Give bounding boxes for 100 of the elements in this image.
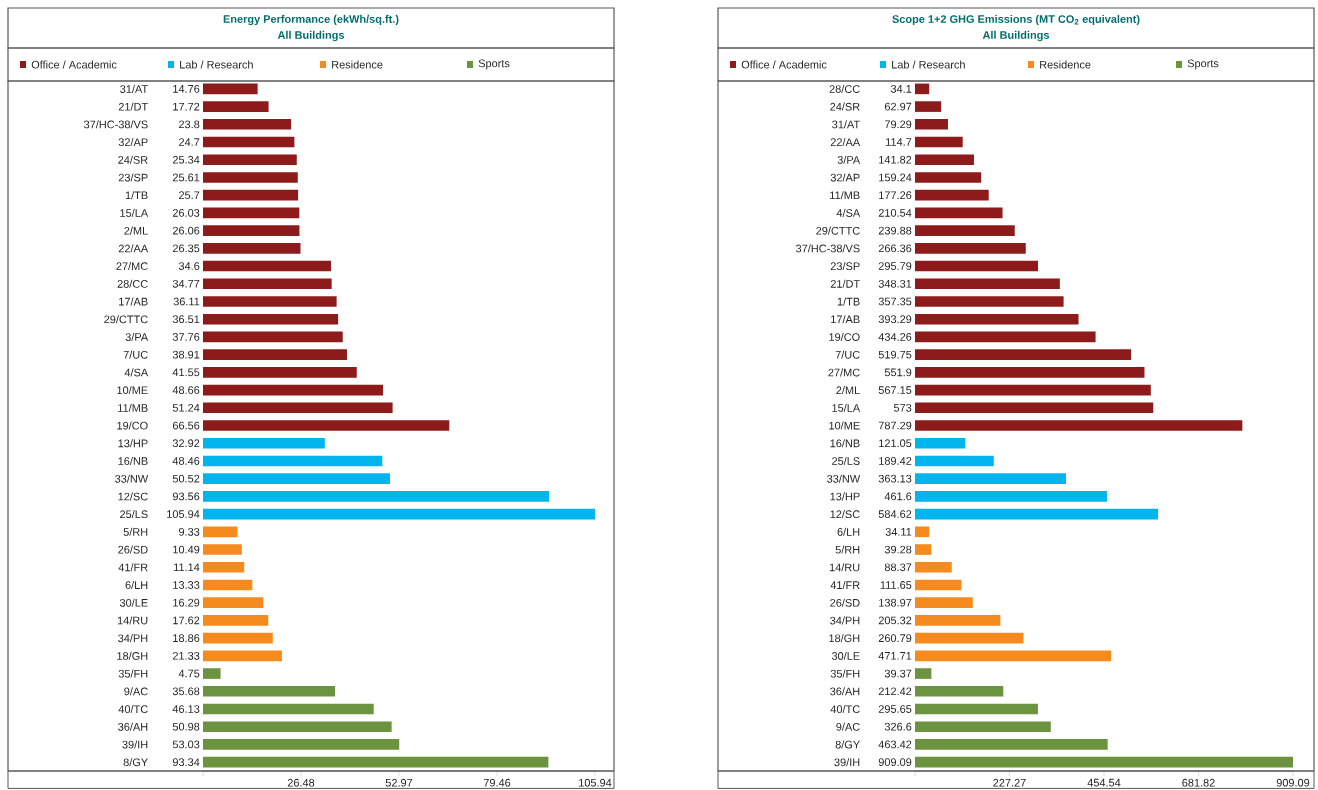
bar	[915, 721, 1051, 732]
data-label: 551.9	[884, 368, 912, 377]
y-tick-label: 2/ML	[836, 385, 860, 394]
y-tick-label: 33/NW	[827, 474, 861, 483]
legend-label: Sports	[1187, 59, 1219, 70]
y-tick-label: 26/SD	[830, 598, 860, 607]
y-tick-label: 27/MC	[828, 368, 860, 377]
y-tick-label: 5/RH	[123, 527, 148, 536]
y-tick-label: 16/NB	[118, 456, 148, 465]
y-tick-label: 3/PA	[837, 155, 861, 164]
bar	[915, 738, 1108, 750]
bar	[915, 260, 1038, 272]
bar	[203, 597, 264, 608]
bar	[203, 561, 245, 573]
x-tick-label: 26.48	[287, 778, 315, 787]
data-label: 25.34	[172, 155, 200, 164]
y-tick-label: 27/MC	[116, 261, 148, 270]
chart-subtitle: All Buildings	[277, 30, 345, 42]
data-label: 34.1	[890, 84, 912, 93]
data-label: 326.6	[884, 722, 912, 731]
bar	[203, 225, 300, 236]
y-tick-label: 35/FH	[118, 669, 148, 678]
bar	[915, 136, 963, 148]
bar	[915, 756, 1294, 768]
data-label: 26.06	[172, 226, 200, 235]
y-tick-label: 18/GH	[117, 651, 148, 660]
y-tick-label: 13/HP	[118, 439, 148, 448]
y-tick-label: 3/PA	[125, 332, 149, 341]
bar	[915, 597, 973, 608]
data-label: 348.31	[878, 279, 912, 288]
x-tick-label: 909.09	[1276, 778, 1310, 787]
data-label: 32.92	[172, 439, 200, 447]
chart-title: Scope 1+2 GHG Emissions (MT CO$_{2}$ equivalent)	[892, 14, 1140, 25]
bar	[203, 455, 383, 467]
data-label: 17.62	[173, 616, 200, 625]
bar	[915, 313, 1079, 325]
y-tick-label: 7/UC	[835, 350, 860, 359]
bar	[915, 544, 932, 555]
y-tick-label: 9/AC	[836, 722, 860, 731]
data-label: 88.37	[884, 563, 912, 572]
data-label: 13.33	[173, 580, 200, 589]
y-tick-label: 21/DT	[830, 279, 860, 288]
y-tick-label: 36/AH	[830, 687, 860, 696]
bar	[915, 331, 1096, 343]
data-label: 93.34	[172, 758, 200, 766]
bar	[915, 420, 1243, 431]
y-tick-label: 1/TB	[125, 191, 148, 200]
bar	[203, 118, 292, 130]
data-label: 50.52	[172, 474, 200, 483]
bar	[915, 154, 974, 165]
y-tick-label: 19/CO	[829, 332, 860, 341]
bar	[915, 632, 1024, 644]
bar	[915, 242, 1026, 254]
chart-title: Energy Performance (ekWh/sq.ft.)	[223, 14, 399, 26]
data-label: 66.56	[172, 421, 200, 430]
y-tick-label: 40/TC	[118, 704, 148, 713]
y-tick-label: 29/CTTC	[816, 226, 860, 235]
data-label: 111.65	[880, 580, 912, 589]
x-tick-label: 454.54	[1087, 778, 1121, 787]
y-tick-label: 10/ME	[117, 385, 148, 394]
bar	[203, 331, 343, 343]
bar	[915, 296, 1064, 307]
y-tick-label: 17/AB	[831, 315, 860, 324]
bar	[203, 437, 325, 449]
bar	[203, 526, 238, 537]
data-label: 584.62	[878, 510, 912, 518]
y-tick-label: 9/AC	[124, 687, 148, 696]
data-label: 393.29	[878, 315, 912, 323]
data-label: 39.37	[884, 669, 912, 678]
x-tick-label: 52.97	[385, 778, 413, 787]
bar	[915, 118, 948, 130]
y-tick-label: 29/CTTC	[104, 315, 148, 324]
data-label: 14.76	[173, 84, 200, 93]
bar	[915, 172, 982, 183]
data-label: 573	[893, 403, 912, 412]
bar	[915, 490, 1107, 502]
y-tick-label: 37/HC-38/VS	[796, 244, 860, 253]
y-tick-label: 19/CO	[117, 421, 148, 430]
data-label: 105.94	[167, 510, 200, 518]
bar	[203, 101, 269, 112]
bar	[915, 366, 1145, 378]
data-label: 295.65	[878, 705, 912, 713]
y-tick-label: 34/PH	[830, 616, 860, 625]
bar	[203, 136, 295, 148]
legend-label: Lab / Research	[180, 60, 253, 69]
y-tick-label: 37/HC-38/VS	[84, 120, 148, 129]
bar	[203, 473, 390, 484]
bar	[915, 225, 1015, 236]
y-tick-label: 39/IH	[122, 740, 148, 749]
y-tick-label: 31/AT	[832, 120, 860, 129]
bar	[915, 278, 1060, 289]
data-label: 159.24	[879, 173, 912, 182]
data-label: 41.55	[172, 368, 200, 377]
y-tick-label: 1/TB	[837, 297, 860, 306]
bar	[915, 703, 1038, 715]
data-label: 34.11	[885, 527, 912, 536]
bar	[915, 650, 1112, 662]
x-tick-label: 227.27	[993, 778, 1026, 787]
data-label: 48.66	[172, 386, 200, 394]
data-label: 21.33	[172, 651, 200, 660]
